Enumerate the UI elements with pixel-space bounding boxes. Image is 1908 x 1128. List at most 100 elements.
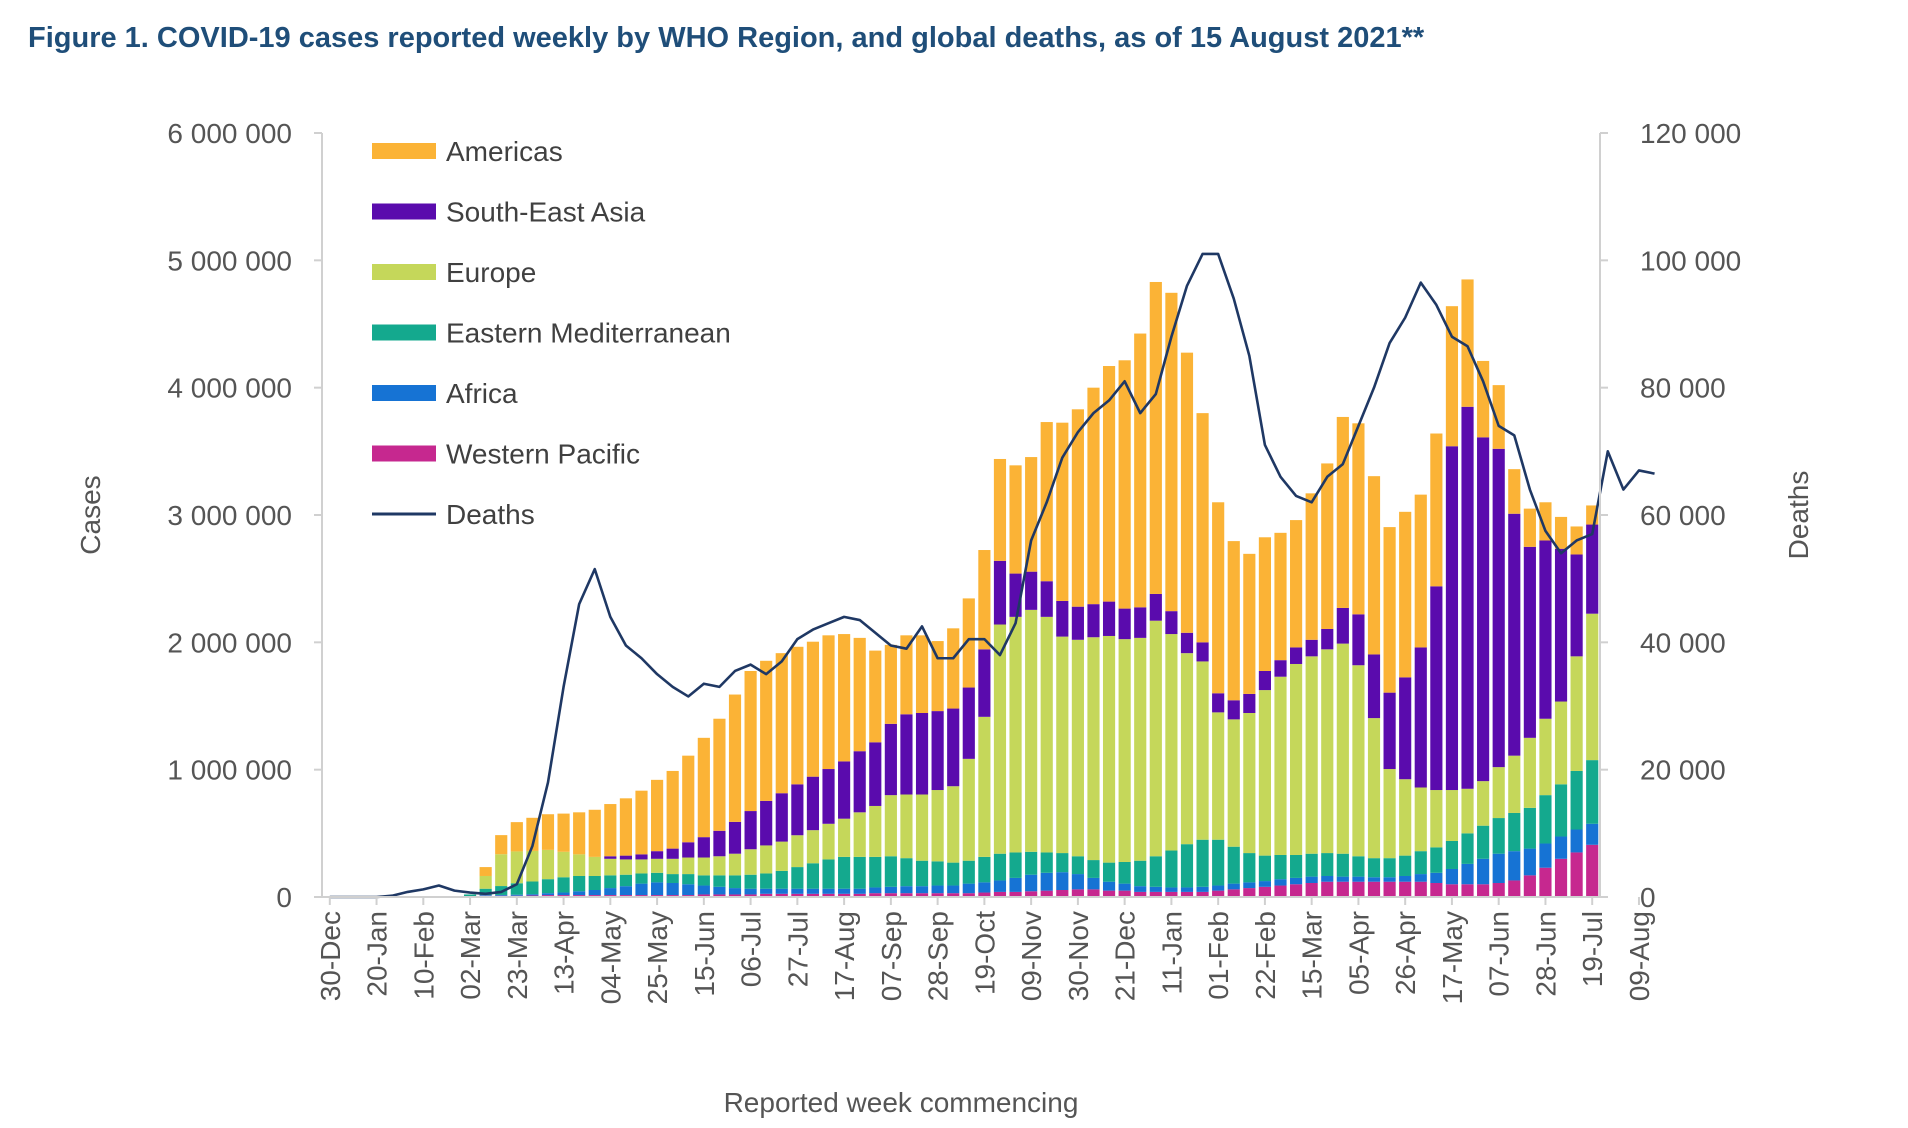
- bar-western-pacific-61: [1274, 885, 1287, 897]
- bar-africa-44: [1009, 877, 1022, 892]
- bar-americas-63: [1305, 493, 1318, 640]
- bar-africa-56: [1196, 886, 1209, 892]
- bar-europe-23: [682, 857, 695, 875]
- bar-europe-49: [1087, 637, 1100, 861]
- bar-eastern-mediterranean-58: [1227, 846, 1240, 884]
- bar-south-east-asia-47: [1056, 600, 1069, 637]
- bar-africa-18: [604, 888, 617, 896]
- bar-europe-41: [962, 758, 975, 861]
- x-tick-label: 09-Nov: [1016, 911, 1047, 1001]
- bar-americas-42: [978, 550, 991, 650]
- bar-eastern-mediterranean-9: [463, 894, 477, 897]
- bar-western-pacific-45: [1025, 891, 1038, 897]
- bar-europe-80: [1570, 656, 1583, 771]
- bar-africa-54: [1165, 887, 1178, 892]
- bar-africa-53: [1149, 886, 1162, 892]
- bar-western-pacific-79: [1554, 858, 1568, 897]
- bar-eastern-mediterranean-41: [962, 860, 975, 884]
- bar-africa-81: [1586, 823, 1599, 845]
- legend-swatch: [372, 445, 436, 462]
- bar-south-east-asia-70: [1414, 647, 1427, 788]
- bar-western-pacific-36: [884, 893, 897, 897]
- bar-europe-62: [1290, 663, 1303, 855]
- bar-europe-74: [1477, 781, 1490, 826]
- bar-eastern-mediterranean-64: [1321, 853, 1334, 876]
- x-tick-label: 21-Dec: [1110, 911, 1141, 1001]
- bar-americas-19: [619, 798, 632, 856]
- bar-south-east-asia-18: [604, 856, 617, 859]
- bar-africa-12: [510, 894, 523, 896]
- bar-eastern-mediterranean-67: [1367, 858, 1381, 878]
- bar-western-pacific-67: [1367, 881, 1381, 897]
- bar-africa-14: [541, 893, 555, 896]
- bar-americas-53: [1149, 281, 1162, 594]
- bar-europe-28: [760, 845, 773, 874]
- bar-europe-20: [635, 859, 648, 874]
- bar-south-east-asia-23: [682, 842, 695, 858]
- bar-eastern-mediterranean-73: [1461, 833, 1474, 864]
- bar-americas-35: [869, 650, 882, 743]
- bar-americas-56: [1196, 413, 1209, 643]
- bar-eastern-mediterranean-43: [993, 853, 1007, 881]
- bar-south-east-asia-20: [635, 854, 648, 860]
- bar-europe-79: [1554, 701, 1568, 785]
- bar-americas-49: [1087, 387, 1100, 605]
- bar-eastern-mediterranean-59: [1243, 853, 1256, 883]
- bar-africa-63: [1305, 876, 1318, 883]
- bar-europe-33: [838, 818, 851, 857]
- bar-europe-11: [495, 854, 508, 887]
- bar-americas-68: [1383, 527, 1396, 693]
- bar-africa-26: [728, 888, 742, 895]
- bar-africa-11: [495, 894, 508, 896]
- y2-tick-label: 60 000: [1640, 500, 1726, 531]
- bar-americas-78: [1539, 502, 1552, 541]
- bar-south-east-asia-21: [651, 851, 664, 859]
- bar-africa-71: [1430, 872, 1443, 883]
- bar-africa-65: [1336, 876, 1349, 882]
- bar-europe-25: [713, 856, 726, 876]
- bar-europe-52: [1134, 637, 1147, 861]
- bar-americas-61: [1274, 532, 1287, 661]
- bar-western-pacific-80: [1570, 852, 1583, 897]
- x-tick-label: 15-Mar: [1297, 911, 1328, 1000]
- y2-tick-label: 80 000: [1640, 373, 1726, 404]
- y-tick-label: 4 000 000: [167, 373, 292, 404]
- y-tick-label: 0: [276, 882, 292, 913]
- bar-south-east-asia-36: [884, 723, 897, 796]
- bar-americas-60: [1258, 537, 1271, 671]
- bar-south-east-asia-39: [931, 711, 944, 791]
- bar-eastern-mediterranean-50: [1102, 862, 1116, 882]
- bar-south-east-asia-60: [1258, 670, 1271, 691]
- bar-americas-51: [1118, 360, 1131, 609]
- bar-africa-28: [760, 888, 773, 894]
- bar-south-east-asia-26: [728, 821, 742, 854]
- x-tick-label: 02-Mar: [455, 911, 486, 1000]
- bar-europe-31: [806, 830, 820, 864]
- bar-africa-35: [869, 887, 882, 894]
- x-tick-label: 19-Jul: [1577, 911, 1608, 987]
- bar-eastern-mediterranean-16: [573, 875, 586, 892]
- bar-south-east-asia-28: [760, 800, 773, 846]
- legend-swatch: [372, 324, 436, 341]
- deaths-line: [329, 252, 1655, 899]
- bar-south-east-asia-54: [1165, 611, 1178, 635]
- bar-europe-22: [666, 858, 679, 875]
- bar-eastern-mediterranean-55: [1180, 844, 1194, 888]
- bar-eastern-mediterranean-62: [1290, 854, 1303, 878]
- bar-western-pacific-42: [978, 892, 991, 897]
- bar-africa-37: [900, 886, 913, 894]
- bar-western-pacific-57: [1212, 890, 1225, 897]
- bar-africa-67: [1367, 877, 1381, 882]
- x-tick-label: 30-Nov: [1063, 911, 1094, 1001]
- bar-americas-59: [1243, 553, 1256, 694]
- legend-swatch: [372, 203, 436, 220]
- bar-americas-44: [1009, 465, 1022, 574]
- bar-europe-50: [1102, 635, 1116, 863]
- bar-americas-26: [728, 694, 742, 822]
- bar-africa-27: [744, 888, 757, 895]
- bar-layer: [463, 279, 1599, 897]
- bar-africa-21: [651, 882, 664, 896]
- bar-americas-10: [479, 867, 492, 876]
- bar-africa-10: [479, 895, 492, 896]
- bar-europe-18: [604, 858, 617, 876]
